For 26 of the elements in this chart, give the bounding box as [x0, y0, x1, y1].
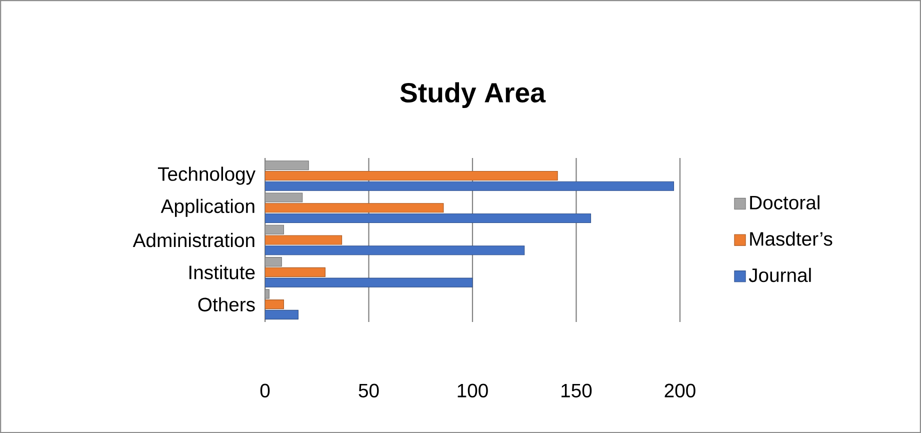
bar	[265, 203, 444, 213]
x-tick-label: 100	[458, 384, 488, 398]
bar	[265, 235, 342, 245]
bar	[265, 181, 674, 191]
x-tick-label: 50	[358, 384, 379, 398]
bar	[265, 310, 298, 320]
legend-label: Masdter’s	[750, 232, 832, 246]
x-tick-label: 150	[562, 384, 592, 398]
y-tick-label: Administration	[132, 232, 254, 248]
y-tick-label: Others	[198, 297, 255, 312]
bar	[265, 160, 309, 170]
bar	[265, 257, 282, 267]
bar	[265, 170, 558, 180]
bar	[265, 300, 284, 310]
y-tick-label: Application	[160, 198, 254, 217]
bar	[265, 224, 284, 234]
chart-title: Study Area	[400, 82, 546, 108]
legend-label: Journal	[748, 268, 811, 282]
legend-label: Doctoral	[750, 195, 820, 210]
bar	[265, 213, 592, 224]
y-tick-label: Institute	[189, 265, 255, 280]
x-tick-label: 200	[664, 384, 696, 398]
bar	[265, 246, 525, 256]
bar	[265, 267, 326, 277]
y-tick-label: Technology	[158, 166, 256, 185]
x-tick-label: 0	[260, 384, 270, 398]
